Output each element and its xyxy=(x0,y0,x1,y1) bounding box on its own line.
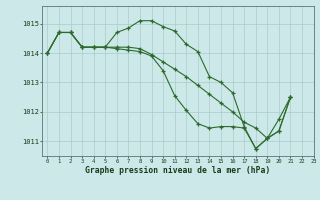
X-axis label: Graphe pression niveau de la mer (hPa): Graphe pression niveau de la mer (hPa) xyxy=(85,166,270,175)
